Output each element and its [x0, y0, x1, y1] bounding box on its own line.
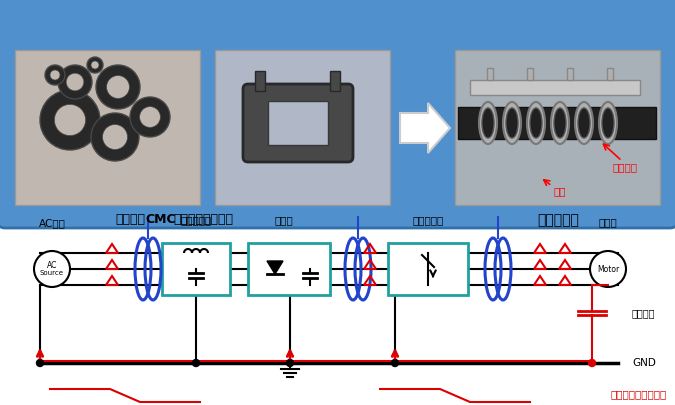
Circle shape [392, 360, 398, 367]
Ellipse shape [554, 108, 566, 138]
Ellipse shape [503, 102, 521, 144]
Ellipse shape [599, 102, 617, 144]
Circle shape [36, 360, 43, 367]
Ellipse shape [530, 108, 542, 138]
Ellipse shape [527, 102, 545, 144]
Text: CMC: CMC [145, 213, 176, 226]
Bar [162, 243, 230, 295]
Text: AC: AC [47, 260, 57, 269]
Ellipse shape [482, 108, 494, 138]
Text: AC電源: AC電源 [38, 218, 65, 228]
Circle shape [91, 113, 139, 161]
Text: GND: GND [632, 358, 656, 368]
Text: 回路内の: 回路内の [115, 213, 145, 226]
FancyBboxPatch shape [0, 0, 675, 228]
Circle shape [192, 360, 200, 367]
FancyBboxPatch shape [243, 84, 353, 162]
Bar [255, 71, 265, 91]
Text: フィルター: フィルター [180, 215, 212, 225]
Ellipse shape [551, 102, 569, 144]
Text: インバータ: インバータ [412, 215, 443, 225]
Polygon shape [267, 261, 283, 274]
Bar [458, 107, 656, 139]
Text: コア: コア [554, 186, 566, 196]
Text: ケーブル: ケーブル [612, 162, 637, 172]
Text: コモンモードノイズ: コモンモードノイズ [611, 389, 667, 399]
Circle shape [107, 76, 130, 98]
Text: Source: Source [40, 270, 64, 276]
Ellipse shape [602, 108, 614, 138]
Bar [388, 243, 468, 295]
Bar [607, 68, 613, 80]
Text: モータ: モータ [599, 217, 618, 227]
Bar [527, 68, 533, 80]
Bar [487, 68, 493, 80]
Ellipse shape [479, 102, 497, 144]
Bar [470, 80, 640, 95]
Text: コア取り付け位置: コア取り付け位置 [173, 213, 233, 226]
Circle shape [590, 251, 626, 287]
Bar [248, 243, 330, 295]
Circle shape [589, 360, 595, 367]
Text: Motor: Motor [597, 264, 619, 273]
Bar [330, 71, 340, 91]
Bar [455, 50, 660, 205]
Circle shape [96, 65, 140, 109]
Bar [268, 101, 328, 145]
Ellipse shape [575, 102, 593, 144]
Circle shape [34, 251, 70, 287]
Circle shape [50, 70, 60, 80]
Circle shape [103, 124, 128, 149]
Ellipse shape [578, 108, 590, 138]
Circle shape [55, 104, 86, 136]
Bar [215, 50, 390, 205]
Text: 整流器: 整流器 [275, 215, 294, 225]
Bar [567, 68, 573, 80]
Circle shape [91, 61, 99, 69]
Circle shape [130, 97, 170, 137]
Circle shape [66, 73, 84, 91]
Circle shape [58, 65, 92, 99]
Text: 寄生容量: 寄生容量 [632, 308, 655, 318]
Circle shape [40, 90, 100, 150]
Circle shape [140, 107, 161, 128]
Bar [0, 215, 675, 405]
Circle shape [286, 360, 294, 367]
Circle shape [45, 65, 65, 85]
Text: 取り付け例: 取り付け例 [537, 213, 579, 227]
Polygon shape [400, 103, 450, 153]
Bar [15, 50, 200, 205]
Ellipse shape [506, 108, 518, 138]
Circle shape [87, 57, 103, 73]
